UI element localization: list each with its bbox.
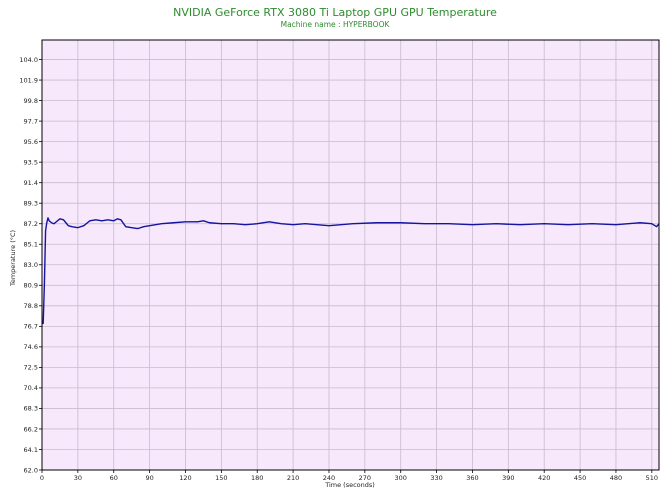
y-tick-label: 93.5 (24, 158, 38, 166)
y-tick-label: 72.5 (24, 364, 38, 372)
y-tick-label: 70.4 (24, 384, 38, 392)
y-tick-label: 76.7 (24, 323, 38, 331)
chart-subtitle: Machine name : HYPERBOOK (280, 20, 390, 29)
y-tick-label: 104.0 (19, 56, 38, 64)
y-tick-label: 85.1 (24, 241, 38, 249)
x-tick-label: 240 (323, 474, 335, 482)
x-tick-label: 270 (359, 474, 371, 482)
chart-title: NVIDIA GeForce RTX 3080 Ti Laptop GPU GP… (173, 6, 497, 19)
plot-area (41, 39, 660, 471)
series-line-0 (42, 217, 660, 325)
x-tick-label: 90 (145, 474, 153, 482)
x-tick-label: 60 (110, 474, 118, 482)
y-tick-label: 78.8 (24, 302, 38, 310)
x-tick-label: 510 (646, 474, 658, 482)
x-tick-label: 210 (287, 474, 299, 482)
x-tick-label: 390 (502, 474, 514, 482)
x-tick-label: 420 (538, 474, 550, 482)
x-tick-label: 360 (466, 474, 478, 482)
y-tick-label: 80.9 (24, 282, 38, 290)
y-tick-label: 99.8 (24, 97, 38, 105)
plot-frame (41, 39, 660, 471)
x-tick-label: 0 (40, 474, 44, 482)
y-tick-label: 62.0 (24, 466, 38, 474)
y-tick-label: 66.2 (24, 425, 38, 433)
y-tick-label: 91.4 (24, 179, 38, 187)
y-tick-label: 101.9 (19, 76, 38, 84)
y-tick-label: 83.0 (24, 261, 38, 269)
x-tick-label: 480 (610, 474, 622, 482)
y-axis-label: Temperature (°C) (9, 230, 17, 287)
y-tick-label: 74.6 (24, 343, 38, 351)
x-tick-label: 150 (215, 474, 227, 482)
x-tick-label: 330 (430, 474, 442, 482)
x-tick-label: 180 (251, 474, 263, 482)
y-tick-label: 87.2 (24, 220, 38, 228)
x-tick-label: 30 (74, 474, 82, 482)
y-tick-label: 97.7 (24, 117, 38, 125)
y-tick-label: 68.3 (24, 405, 38, 413)
x-axis-label: Time (seconds) (324, 481, 375, 489)
y-tick-label: 89.3 (24, 200, 38, 208)
x-tick-label: 120 (179, 474, 191, 482)
x-tick-label: 450 (574, 474, 586, 482)
x-tick-label: 300 (395, 474, 407, 482)
y-tick-label: 95.6 (24, 138, 38, 146)
y-tick-label: 64.1 (24, 446, 38, 454)
